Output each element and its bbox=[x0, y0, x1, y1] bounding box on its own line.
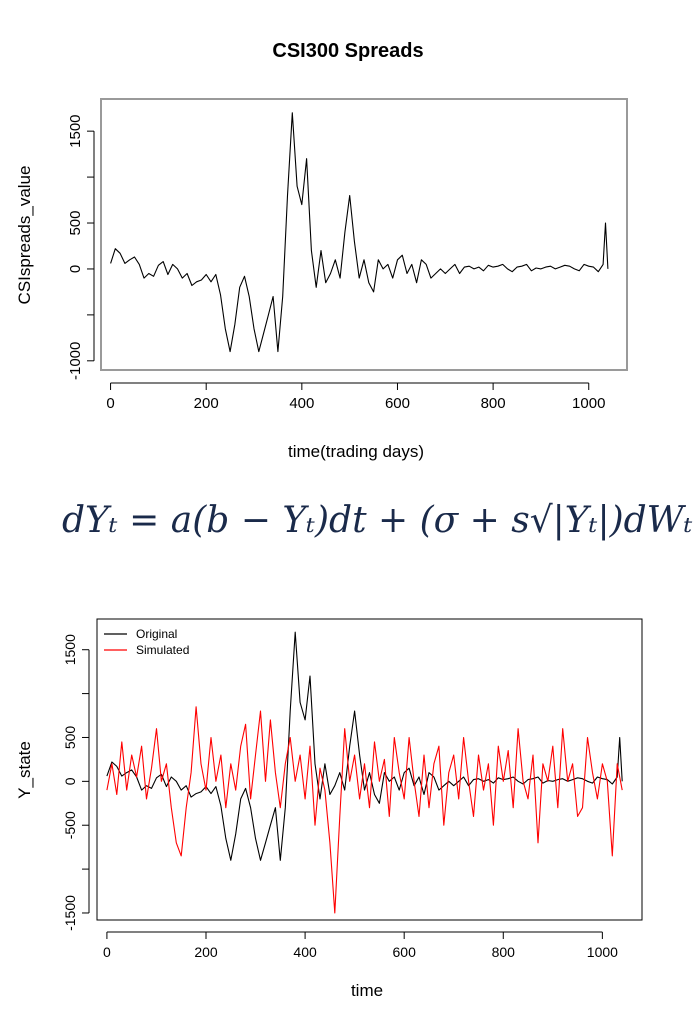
chart1-y-axis: -1000 0 500 1500 bbox=[67, 114, 95, 380]
chart2-series bbox=[106, 631, 623, 914]
chart2-y-axis: -1500 -500 0 500 1500 bbox=[62, 634, 90, 931]
x-tick-label: 800 bbox=[481, 395, 506, 412]
x-tick-label: 0 bbox=[103, 944, 111, 960]
y-tick-label: 0 bbox=[62, 777, 78, 785]
chart2-x-label: time bbox=[351, 981, 383, 1000]
y-tick-label: -1500 bbox=[62, 895, 78, 931]
y-tick-label: -500 bbox=[62, 811, 78, 839]
x-tick-label: 1000 bbox=[587, 944, 618, 960]
legend-label-simulated: Simulated bbox=[136, 643, 189, 657]
sde-formula: dYₜ = a(b − Yₜ)dt + (σ + s√|Yₜ|)dWₜ bbox=[62, 500, 693, 541]
y-tick-label: 0 bbox=[67, 265, 84, 273]
chart1-x-label: time(trading days) bbox=[288, 442, 424, 461]
x-tick-label: 400 bbox=[293, 944, 317, 960]
chart-csi300-spreads: CSI300 Spreads 0 200 400 600 800 1000 -1000 0 5… bbox=[15, 40, 628, 461]
x-tick-label: 800 bbox=[492, 944, 516, 960]
y-tick-label: 500 bbox=[62, 726, 78, 750]
y-tick-label: 1500 bbox=[67, 114, 84, 147]
chart1-x-axis: 0 200 400 600 800 1000 bbox=[106, 382, 605, 412]
legend-label-original: Original bbox=[136, 627, 177, 641]
x-tick-label: 600 bbox=[385, 395, 410, 412]
chart1-plot-frame bbox=[100, 98, 628, 371]
y-tick-label: 1500 bbox=[62, 634, 78, 665]
y-tick-label: 500 bbox=[67, 211, 84, 236]
x-tick-label: 200 bbox=[194, 944, 218, 960]
series-line-series-0 bbox=[110, 112, 609, 353]
x-tick-label: 400 bbox=[289, 395, 314, 412]
chart2-x-axis: 0 200 400 600 800 1000 bbox=[103, 931, 618, 960]
x-tick-label: 600 bbox=[393, 944, 417, 960]
x-tick-label: 0 bbox=[106, 395, 114, 412]
chart2-plot-frame bbox=[96, 618, 643, 921]
chart1-title: CSI300 Spreads bbox=[272, 40, 423, 62]
series-line-simulated bbox=[106, 706, 623, 914]
chart1-series bbox=[110, 112, 609, 353]
chart2-legend: Original Simulated bbox=[104, 627, 189, 657]
x-tick-label: 1000 bbox=[572, 395, 605, 412]
x-tick-label: 200 bbox=[194, 395, 219, 412]
y-tick-label: -1000 bbox=[67, 342, 84, 380]
chart2-y-label: Y_state bbox=[15, 741, 34, 799]
chart1-y-label: CSIspreads_value bbox=[15, 166, 34, 305]
chart-original-vs-simulated: 0 200 400 600 800 1000 -1500 -500 0 500 1500 Orig… bbox=[15, 618, 643, 1000]
